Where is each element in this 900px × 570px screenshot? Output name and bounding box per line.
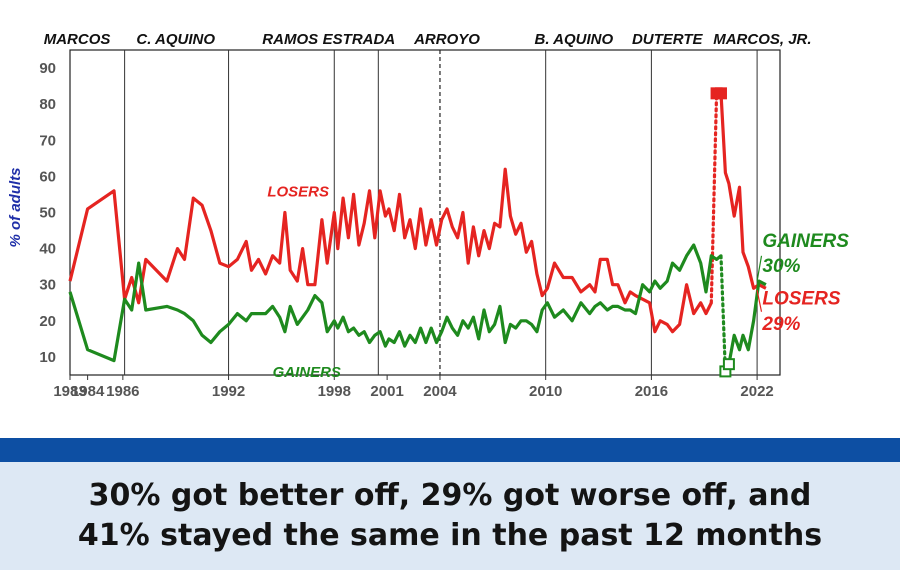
y-axis-title: % of adults — [7, 167, 24, 247]
x-tick-label: 2010 — [529, 383, 562, 400]
series-annotation: 30% — [762, 256, 800, 277]
y-tick-label: 50 — [39, 205, 56, 222]
series-annotation: GAINERS — [762, 231, 849, 252]
administration-label: DUTERTE — [632, 31, 704, 48]
gainers-series-line — [723, 279, 767, 373]
chart-area: MARCOS C. AQUINO RAMOS ESTRADA ARROYO B. AQUI… — [7, 31, 850, 400]
administration-label: ARROYO — [413, 31, 480, 48]
x-tick-label: 1992 — [212, 383, 245, 400]
caption-panel: 30% got better off, 29% got worse off, a… — [0, 462, 900, 570]
y-tick-label: 10 — [39, 349, 56, 366]
series-annotation: LOSERS — [762, 289, 840, 310]
losers-dotted-jump — [709, 91, 719, 305]
y-tick-label: 70 — [39, 132, 56, 149]
y-tick-label: 40 — [39, 241, 56, 258]
caption-line-2: 41% stayed the same in the past 12 month… — [77, 518, 823, 553]
gainers-series-line — [68, 243, 723, 363]
plot-frame — [69, 49, 781, 376]
series-annotation: 29% — [761, 314, 800, 335]
losers-leader-line — [756, 290, 763, 312]
administration-label: ESTRADA — [323, 31, 396, 48]
x-tick-label: 1983 — [53, 383, 86, 400]
y-tick-label: 90 — [39, 60, 56, 77]
x-tick-label: 1998 — [318, 383, 351, 400]
x-tick-label: 1984 — [71, 383, 105, 400]
series-marker — [722, 358, 735, 371]
losers-series-line — [716, 91, 767, 290]
administration-label: C. AQUINO — [136, 31, 215, 48]
losers-series-line — [68, 167, 713, 334]
x-tick-label: 1986 — [106, 383, 139, 400]
line-chart: MARCOS C. AQUINO RAMOS ESTRADA ARROYO B. AQUI… — [7, 31, 849, 400]
administration-label: MARCOS — [44, 31, 111, 48]
administration-label: B. AQUINO — [535, 31, 614, 48]
series-annotation: LOSERS — [267, 183, 329, 200]
x-tick-label: 2004 — [423, 383, 457, 400]
administration-label: MARCOS, JR. — [713, 31, 811, 48]
gainers-leader-line — [756, 255, 763, 282]
y-tick-label: 60 — [39, 168, 56, 185]
y-tick-label: 80 — [39, 96, 56, 113]
y-tick-label: 30 — [39, 277, 56, 294]
x-tick-label: 2022 — [740, 383, 773, 400]
series-annotation: GAINERS — [273, 364, 341, 381]
x-tick-label: 2001 — [370, 383, 403, 400]
x-tick-label: 2016 — [635, 383, 668, 400]
gainers-dotted-jump — [719, 254, 727, 373]
divider-band — [0, 438, 900, 462]
administration-label: RAMOS — [262, 31, 318, 48]
series-marker — [714, 87, 727, 100]
caption-line-1: 30% got better off, 29% got worse off, a… — [88, 478, 812, 513]
y-tick-label: 20 — [39, 313, 56, 330]
